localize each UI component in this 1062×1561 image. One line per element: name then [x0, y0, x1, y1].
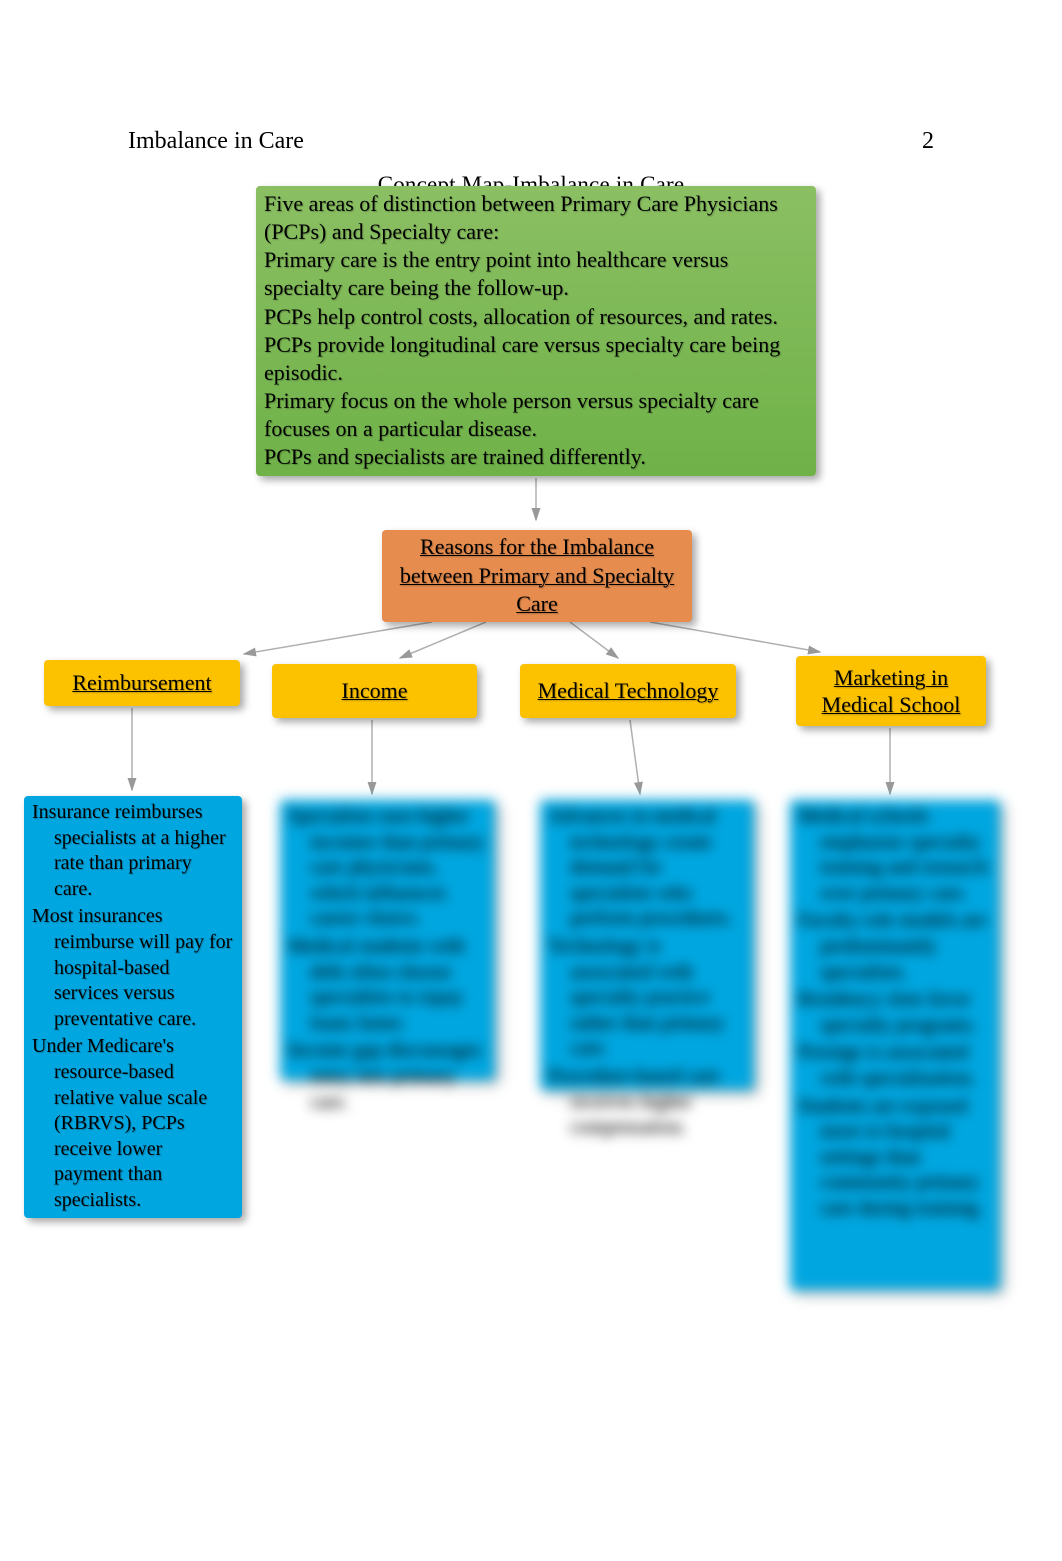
reasons-label: Reasons for the Imbalance between Primar…	[390, 533, 684, 619]
marketing-detail-box: Medical schools emphasize specialty trai…	[790, 800, 1000, 1290]
marketing-box: Marketing in Medical School	[796, 656, 986, 726]
page-number: 2	[922, 128, 934, 155]
detail-paragraph: Most insurances reimburse will pay for h…	[32, 904, 234, 1032]
detail-paragraph: Technology is associated with specialty …	[548, 934, 746, 1062]
medical-technology-box: Medical Technology	[520, 664, 736, 718]
detail-paragraph: Residency slots favor specialty programs…	[798, 987, 992, 1038]
reimbursement-label: Reimbursement	[72, 669, 211, 697]
distinction-line: Primary care is the entry point into hea…	[264, 246, 808, 302]
reimbursement-box: Reimbursement	[44, 660, 240, 706]
detail-paragraph: Students are exposed more to hospital se…	[798, 1094, 992, 1222]
detail-paragraph: Income gap discourages entry into primar…	[288, 1038, 487, 1115]
distinction-line: PCPs help control costs, allocation of r…	[264, 303, 808, 331]
medical-technology-label: Medical Technology	[538, 677, 719, 705]
detail-paragraph: Under Medicare's resource-based relative…	[32, 1034, 234, 1213]
connector-line	[244, 622, 432, 654]
detail-paragraph: Specialists earn higher incomes than pri…	[288, 804, 487, 932]
detail-paragraph: Medical students with debt often choose …	[288, 934, 487, 1036]
medical-technology-detail-box: Advances in medical technology create de…	[540, 800, 754, 1090]
distinctions-heading: Five areas of distinction between Primar…	[264, 190, 808, 246]
detail-paragraph: Advances in medical technology create de…	[548, 804, 746, 932]
reimbursement-detail-box: Insurance reimburses specialists at a hi…	[24, 796, 242, 1218]
distinctions-bullets: Primary care is the entry point into hea…	[264, 246, 808, 471]
distinction-line: PCPs provide longitudinal care versus sp…	[264, 331, 808, 387]
reasons-box: Reasons for the Imbalance between Primar…	[382, 530, 692, 622]
detail-paragraph: Prestige is associated with specializati…	[798, 1040, 992, 1091]
connector-line	[400, 622, 486, 658]
income-detail-box: Specialists earn higher incomes than pri…	[280, 800, 495, 1080]
distinctions-box: Five areas of distinction between Primar…	[256, 186, 816, 476]
detail-paragraph: Procedure-based care receives higher com…	[548, 1064, 746, 1141]
connector-line	[570, 622, 618, 658]
page: Imbalance in Care 2 Concept Map-Imbalanc…	[0, 0, 1062, 1561]
distinction-line: Primary focus on the whole person versus…	[264, 387, 808, 443]
connector-line	[650, 622, 820, 652]
income-box: Income	[272, 664, 477, 718]
connector-line	[630, 720, 640, 794]
income-label: Income	[342, 677, 408, 705]
detail-paragraph: Insurance reimburses specialists at a hi…	[32, 800, 234, 902]
running-head: Imbalance in Care	[128, 128, 304, 155]
marketing-label: Marketing in Medical School	[804, 664, 978, 719]
detail-paragraph: Medical schools emphasize specialty trai…	[798, 804, 992, 906]
detail-paragraph: Faculty role models are predominantly sp…	[798, 908, 992, 985]
distinction-line: PCPs and specialists are trained differe…	[264, 443, 808, 471]
